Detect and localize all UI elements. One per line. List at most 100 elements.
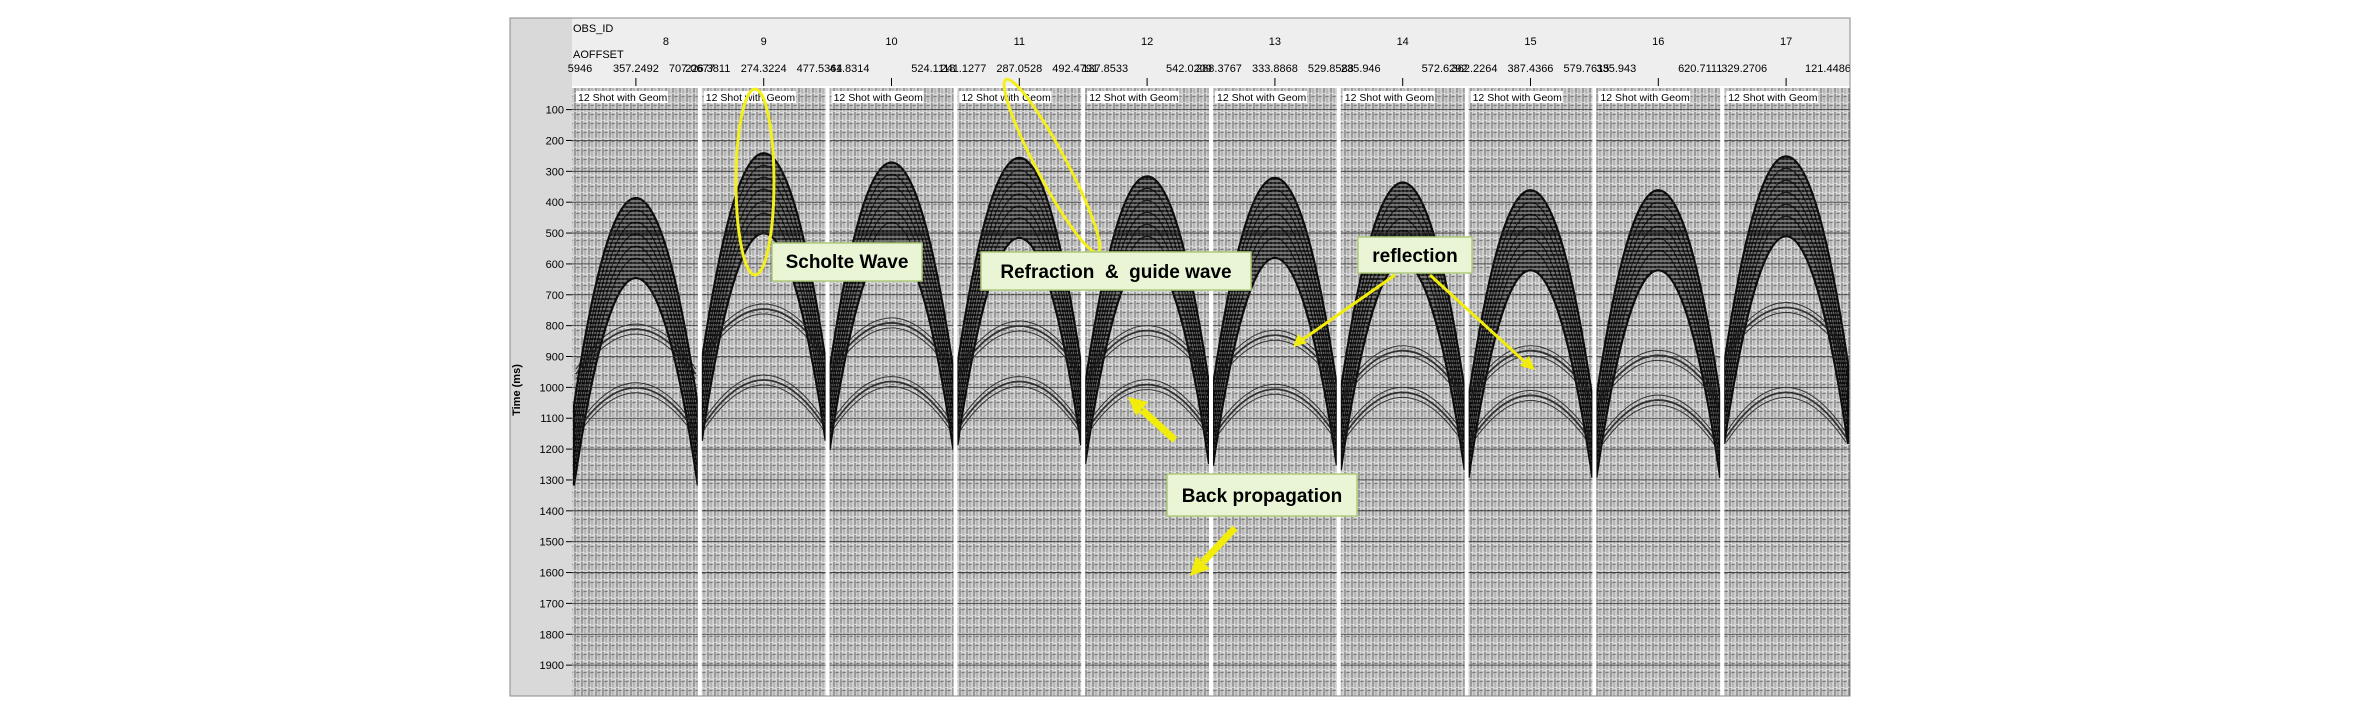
offset-label: 579.7615 — [1563, 63, 1609, 75]
obs-id-label: 12 — [1141, 36, 1153, 48]
panel-label: 12 Shot with Geom — [1345, 92, 1435, 104]
y-tick-label: 1000 — [540, 382, 564, 394]
direct-wave-wavelet — [1085, 224, 1209, 432]
shot-panel — [1467, 189, 1594, 478]
panel-separator — [1209, 88, 1213, 696]
second-reflection-mark — [1214, 383, 1336, 430]
offset-label: 121.4486 — [1805, 63, 1851, 75]
panel-label-bg — [703, 91, 796, 103]
reflection-arrowhead — [1520, 356, 1535, 370]
direct-wave-wavelet — [1213, 213, 1337, 422]
y-tick-label: 600 — [546, 259, 564, 271]
direct-wave-wavelet — [1341, 230, 1465, 439]
offset-label: 387.4366 — [1508, 63, 1554, 75]
panel-label-bg — [1598, 91, 1691, 103]
panel-separators — [697, 88, 1725, 696]
back-propagation-arrowhead — [1190, 556, 1210, 576]
panel-separator — [697, 88, 702, 696]
scholte-callout — [771, 242, 923, 282]
direct-wave-wavelet — [1724, 167, 1848, 376]
back-propagation-callout-text: Back propagation — [1182, 486, 1342, 507]
panel-label: 12 Shot with Geom — [1217, 92, 1307, 104]
obs-id-label: 15 — [1524, 36, 1536, 48]
direct-wave-wavelet — [1468, 225, 1593, 434]
header-data-band — [572, 18, 1850, 86]
panel-separator — [1081, 88, 1086, 696]
reflection-mark — [1086, 329, 1208, 377]
reflection-mark — [831, 327, 952, 374]
second-reflection-mark — [575, 392, 697, 439]
direct-wave-wavelet — [957, 193, 1081, 402]
direct-wave-wavelet — [574, 233, 698, 442]
direct-wave-wavelet — [1085, 188, 1209, 396]
second-reflection-mark — [1597, 399, 1719, 446]
second-reflection-mark — [1342, 391, 1464, 438]
direct-wave-wavelet — [829, 210, 954, 419]
offset-label: 542.0209 — [1166, 63, 1212, 75]
panel-label-bg — [576, 91, 668, 103]
second-reflection-mark — [831, 386, 952, 432]
direct-wave-wavelet — [1341, 206, 1465, 415]
back-propagation-arrowhead — [1128, 397, 1148, 416]
offset-label: 333.8868 — [1252, 63, 1298, 75]
direct-wave-wavelet — [1596, 225, 1720, 434]
direct-wave-wavelet — [1085, 236, 1209, 444]
reflection-mark — [1597, 354, 1719, 401]
reflection-mark — [1214, 334, 1336, 381]
direct-wave-wavelet — [1596, 237, 1720, 446]
reflection-mark — [703, 313, 825, 360]
shot-panel — [1723, 155, 1850, 444]
panel-separator — [1592, 88, 1597, 696]
second-reflection-mark — [1214, 393, 1336, 440]
y-tick-label: 1400 — [540, 506, 564, 518]
offset-label: 335.943 — [1597, 63, 1637, 75]
obs-id-label: 9 — [761, 36, 767, 48]
second-reflection-mark — [1086, 383, 1208, 431]
offset-label: 5946 — [568, 63, 592, 75]
y-axis-label: Time (ms) — [511, 364, 523, 416]
direct-wave-wavelet — [702, 188, 826, 397]
header-row-label: AOFFSET — [573, 49, 624, 61]
obs-id-label: 10 — [885, 36, 897, 48]
direct-wave-wavelet — [702, 176, 826, 385]
panel-label: 12 Shot with Geom — [1089, 92, 1179, 104]
offset-label: 620.7111 — [1678, 63, 1722, 75]
y-axis-ticks: 100 200 300 400 500 600 700 800 900 1000 1100 1200 1… — [540, 105, 572, 672]
second-reflection-mark — [831, 376, 952, 422]
direct-wave-wavelet — [574, 209, 698, 418]
second-reflection-mark — [830, 380, 953, 428]
second-reflection-mark — [1469, 394, 1592, 441]
panel-separator — [953, 88, 958, 696]
reflection-mark — [703, 308, 825, 355]
reflection-mark — [1469, 349, 1592, 397]
offset-label: 235.946 — [1341, 63, 1381, 75]
offset-label: 226.3811 — [685, 63, 730, 75]
direct-wave-wavelet — [702, 212, 826, 421]
obs-id-label: 17 — [1780, 36, 1792, 48]
panel-separator — [1464, 88, 1469, 696]
offset-label: 477.5364 — [797, 63, 843, 75]
direct-wave-wavelet — [1341, 218, 1465, 427]
offset-label: 707.0677 — [669, 63, 715, 75]
offset-label: 41.8314 — [830, 63, 870, 75]
second-reflection-mark — [1470, 389, 1591, 436]
scholte-ellipse — [734, 87, 776, 277]
second-reflection-mark — [958, 376, 1080, 422]
reflection-arrowhead — [1293, 334, 1307, 347]
y-tick-label: 500 — [546, 228, 564, 240]
y-tick-label: 1900 — [540, 660, 564, 672]
second-reflection-mark — [1470, 399, 1591, 446]
direct-wave-wavelet — [574, 257, 698, 466]
reflection-mark — [1725, 301, 1847, 348]
direct-wave-wavelet — [1724, 191, 1848, 400]
second-reflection-mark — [575, 382, 697, 429]
offset-label: 287.0528 — [996, 63, 1042, 75]
panel-label-bg — [1215, 91, 1307, 103]
reflection-mark — [1597, 349, 1719, 396]
panel-label: 12 Shot with Geom — [1728, 92, 1818, 104]
y-tick-label: 1600 — [540, 568, 564, 580]
obs-id-label: 11 — [1014, 36, 1025, 48]
direct-wave-wavelet — [574, 221, 698, 430]
